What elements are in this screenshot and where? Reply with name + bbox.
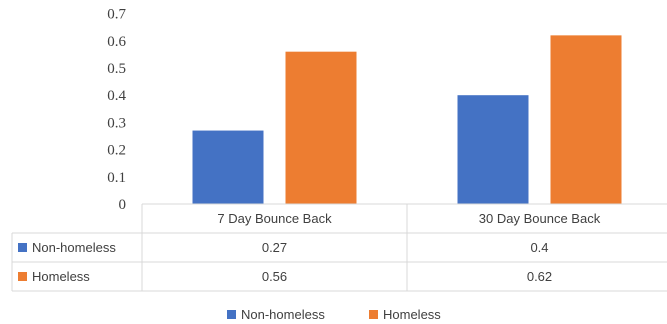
- table-value-cell: 0.56: [262, 269, 287, 284]
- y-tick-label: 0.2: [107, 143, 126, 159]
- y-tick-label: 0.6: [107, 34, 126, 50]
- table-series-label: Non-homeless: [32, 240, 116, 255]
- bar-non-homeless: [192, 130, 264, 204]
- legend-swatch: [369, 310, 378, 319]
- legend: Non-homeless Homeless: [227, 307, 441, 322]
- y-tick-label: 0.4: [107, 88, 126, 104]
- data-table: 7 Day Bounce Back 30 Day Bounce Back Non-h…: [11, 203, 667, 292]
- legend-label: Non-homeless: [241, 307, 325, 322]
- bars: [192, 35, 622, 205]
- y-tick-label: 0.7: [107, 7, 126, 23]
- table-category-header: 30 Day Bounce Back: [479, 211, 601, 226]
- y-axis: 0 0.1 0.2 0.3 0.4 0.5 0.6 0.7: [107, 7, 126, 213]
- table-category-header: 7 Day Bounce Back: [217, 211, 332, 226]
- y-tick-label: 0.5: [107, 61, 126, 77]
- table-series-label: Homeless: [32, 269, 90, 284]
- y-tick-label: 0: [119, 197, 127, 213]
- table-value-cell: 0.27: [262, 240, 287, 255]
- bar-homeless: [550, 35, 622, 204]
- y-tick-label: 0.3: [107, 115, 126, 131]
- table-legend-swatch: [18, 243, 27, 252]
- legend-swatch: [227, 310, 236, 319]
- table-value-cell: 0.62: [527, 269, 552, 284]
- table-value-cell: 0.4: [530, 240, 548, 255]
- table-legend-swatch: [18, 272, 27, 281]
- bar-non-homeless: [457, 95, 529, 204]
- bar-homeless: [285, 51, 357, 205]
- legend-label: Homeless: [383, 307, 441, 322]
- y-tick-label: 0.1: [107, 170, 126, 186]
